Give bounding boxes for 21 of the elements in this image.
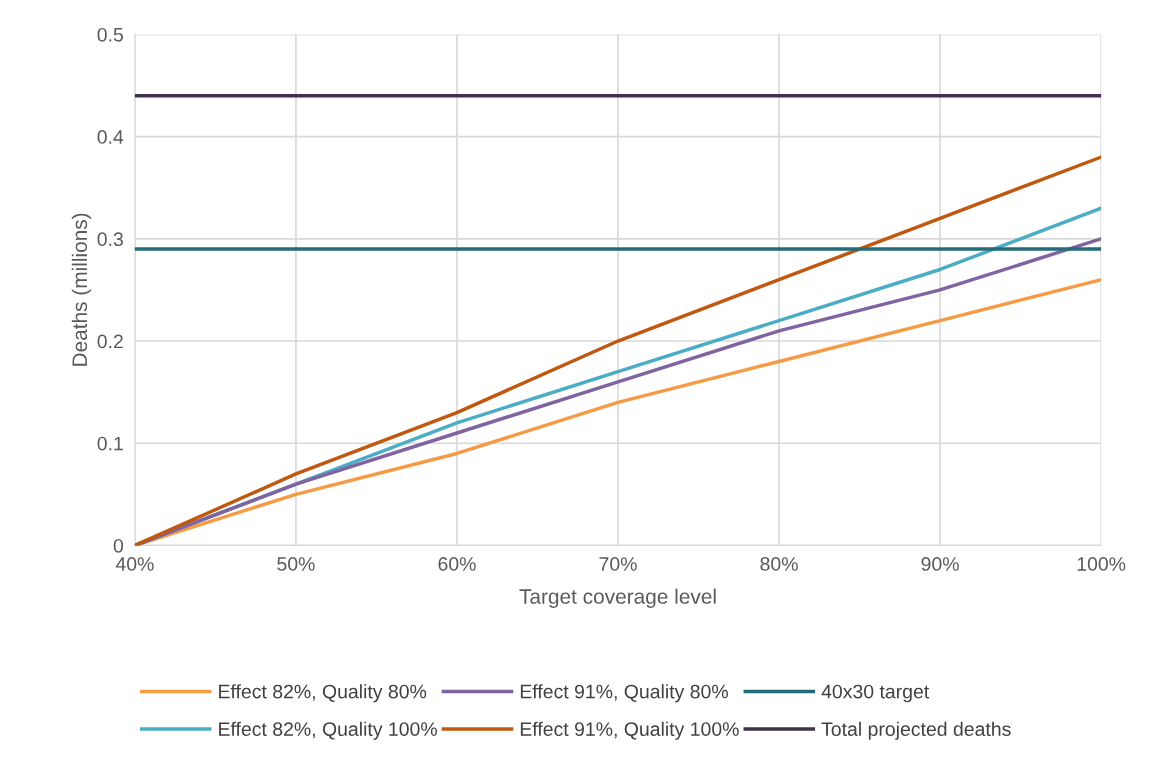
y-tick-label: 0.2 [97, 334, 123, 349]
legend-label: Effect 91%, Quality 80% [520, 684, 728, 703]
x-axis-title: Target coverage level [519, 588, 716, 608]
legend-label: Effect 82%, Quality 80% [219, 684, 427, 703]
y-tick-label: 0.4 [97, 130, 124, 144]
legend-label: Effect 91%, Quality 100% [520, 721, 739, 740]
x-tick-label: 100% [1077, 557, 1126, 571]
x-tick-label: 70% [599, 557, 637, 571]
legend-label: Total projected deaths [821, 721, 1011, 740]
x-tick-label: 80% [760, 557, 798, 571]
x-tick-label: 40% [115, 557, 154, 571]
y-tick-label: 0.1 [97, 436, 123, 451]
x-tick-label: 90% [921, 557, 959, 571]
y-tick-label: 0 [113, 538, 124, 553]
y-tick-label: 0.5 [97, 27, 123, 42]
y-tick-label: 0.3 [97, 232, 123, 247]
y-axis-title: Deaths (millions) [71, 213, 92, 366]
legend-label: 40x30 target [821, 684, 930, 703]
x-tick-label: 60% [438, 557, 476, 571]
legend-label: Effect 82%, Quality 100% [219, 721, 437, 740]
x-tick-label: 50% [277, 557, 315, 571]
